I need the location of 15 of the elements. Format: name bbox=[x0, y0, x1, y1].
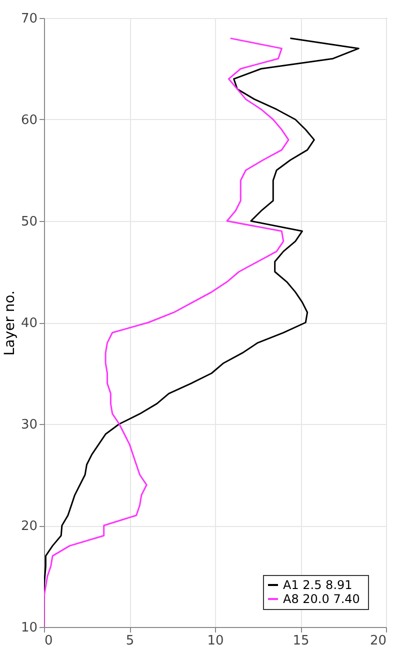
x-tick-label: 10 bbox=[207, 634, 224, 648]
y-tick-label: 10 bbox=[20, 620, 38, 636]
y-tick-label: 20 bbox=[20, 519, 38, 534]
y-tick-label: 60 bbox=[20, 113, 38, 128]
x-tick-label: 20 bbox=[370, 634, 386, 648]
legend-label: A8 20.0 7.40 bbox=[283, 592, 360, 606]
y-tick-label: 40 bbox=[20, 316, 38, 331]
y-tick-label: 50 bbox=[20, 214, 38, 230]
y-tick-label: 30 bbox=[20, 418, 38, 432]
y-tick-label: 70 bbox=[20, 12, 38, 26]
legend-label: A1 2.5 8.91 bbox=[283, 578, 352, 592]
x-tick-label: 15 bbox=[292, 634, 310, 648]
x-tick-label: 5 bbox=[126, 634, 134, 648]
x-tick-label: 0 bbox=[44, 634, 53, 648]
y-axis-title: Layer no. bbox=[2, 290, 18, 356]
